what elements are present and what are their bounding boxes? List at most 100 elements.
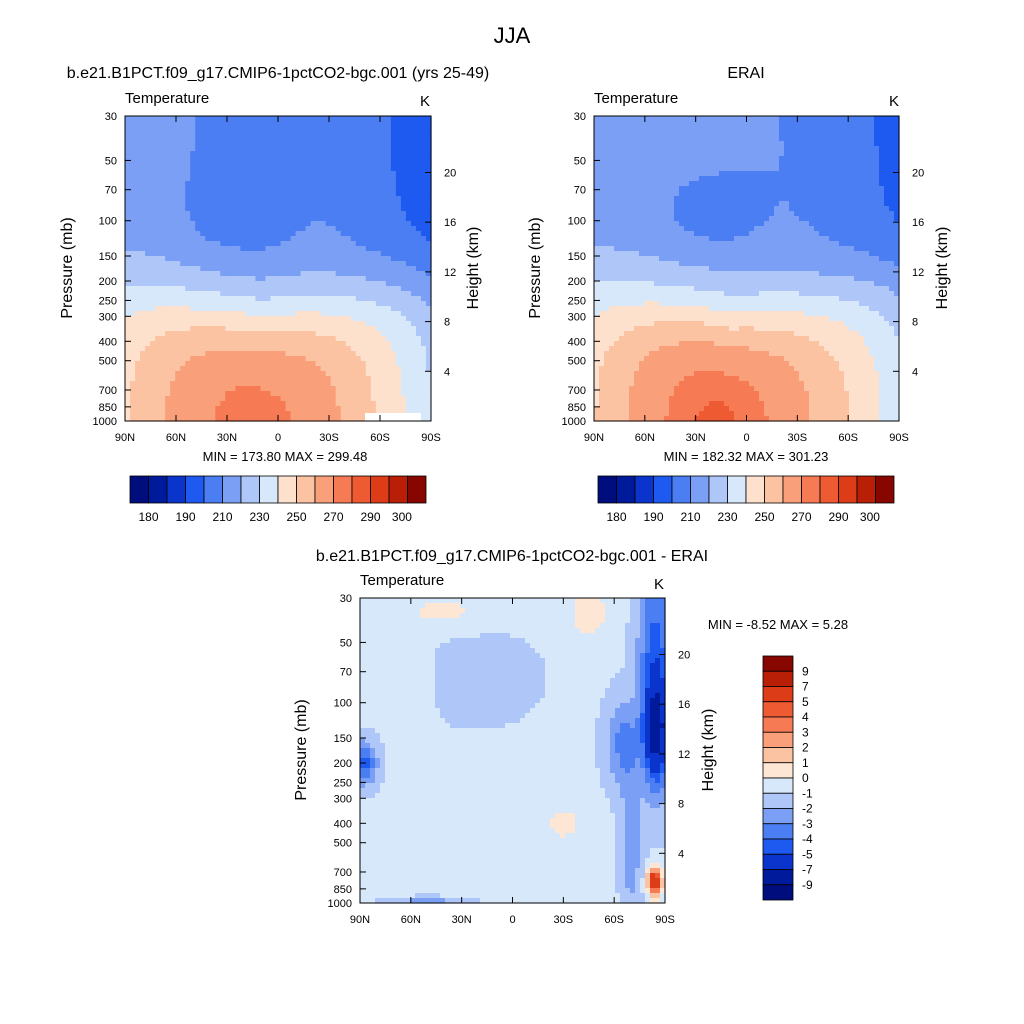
field-cell bbox=[714, 176, 720, 182]
field-cell bbox=[150, 311, 156, 317]
field-cell bbox=[839, 176, 845, 182]
field-cell bbox=[395, 381, 402, 387]
field-cell bbox=[355, 191, 362, 197]
field-cell bbox=[405, 196, 412, 202]
field-cell bbox=[145, 376, 151, 382]
field-cell bbox=[729, 121, 735, 127]
field-cell bbox=[644, 206, 650, 212]
field-cell bbox=[270, 151, 277, 157]
field-cell bbox=[724, 156, 730, 162]
field-cell bbox=[365, 261, 372, 267]
field-cell bbox=[155, 341, 161, 347]
field-cell bbox=[285, 271, 292, 277]
field-cell bbox=[325, 291, 332, 297]
field-cell bbox=[340, 136, 347, 142]
field-cell bbox=[390, 121, 397, 127]
field-cell bbox=[240, 286, 246, 292]
field-cell bbox=[200, 206, 206, 212]
field-cell bbox=[145, 251, 151, 257]
field-cell bbox=[345, 376, 352, 382]
field-cell bbox=[310, 161, 317, 167]
field-cell bbox=[150, 366, 156, 372]
field-cell bbox=[370, 316, 377, 322]
field-cell bbox=[280, 291, 287, 297]
field-cell bbox=[330, 176, 337, 182]
field-cell bbox=[330, 321, 337, 327]
field-cell bbox=[270, 226, 277, 232]
field-cell bbox=[884, 201, 890, 207]
field-cell bbox=[634, 171, 640, 177]
field-cell bbox=[265, 281, 272, 287]
field-cell bbox=[410, 301, 417, 307]
field-cell bbox=[225, 241, 231, 247]
field-cell bbox=[155, 126, 161, 132]
field-cell bbox=[415, 336, 422, 342]
field-cell bbox=[270, 286, 277, 292]
field-cell bbox=[310, 176, 317, 182]
field-cell bbox=[380, 366, 387, 372]
field-cell bbox=[155, 361, 161, 367]
field-cell bbox=[200, 346, 206, 352]
field-cell bbox=[405, 186, 412, 192]
field-cell bbox=[824, 166, 830, 172]
field-cell bbox=[794, 156, 800, 162]
field-cell bbox=[150, 396, 156, 402]
field-cell bbox=[285, 146, 292, 152]
field-cell bbox=[425, 221, 432, 227]
field-cell bbox=[150, 391, 156, 397]
field-cell bbox=[215, 376, 221, 382]
field-cell bbox=[270, 261, 277, 267]
field-cell bbox=[604, 201, 610, 207]
field-cell bbox=[350, 161, 357, 167]
field-cell bbox=[160, 391, 166, 397]
field-cell bbox=[320, 361, 327, 367]
field-cell bbox=[310, 191, 317, 197]
field-cell bbox=[305, 201, 312, 207]
field-cell bbox=[170, 371, 176, 377]
field-cell bbox=[799, 126, 805, 132]
field-cell bbox=[335, 171, 342, 177]
field-cell bbox=[130, 126, 136, 132]
field-cell bbox=[310, 241, 317, 247]
field-cell bbox=[245, 256, 252, 262]
field-cell bbox=[260, 386, 267, 392]
field-cell bbox=[400, 401, 407, 407]
field-cell bbox=[150, 221, 156, 227]
field-cell bbox=[689, 171, 695, 177]
field-cell bbox=[295, 381, 302, 387]
field-cell bbox=[210, 141, 216, 147]
field-cell bbox=[295, 321, 302, 327]
field-cell bbox=[180, 406, 186, 412]
field-cell bbox=[350, 191, 357, 197]
field-cell bbox=[884, 146, 890, 152]
field-cell bbox=[135, 131, 141, 137]
field-cell bbox=[245, 141, 252, 147]
field-cell bbox=[210, 341, 216, 347]
field-cell bbox=[664, 166, 670, 172]
field-cell bbox=[405, 231, 412, 237]
field-cell bbox=[305, 271, 312, 277]
field-cell bbox=[370, 366, 377, 372]
field-cell bbox=[355, 326, 362, 332]
field-cell bbox=[130, 206, 136, 212]
field-cell bbox=[125, 371, 131, 377]
field-cell bbox=[375, 326, 382, 332]
field-cell bbox=[290, 371, 297, 377]
field-cell bbox=[834, 196, 840, 202]
field-cell bbox=[405, 386, 412, 392]
colorbar-swatch bbox=[351, 475, 371, 504]
field-cell bbox=[370, 326, 377, 332]
field-cell bbox=[275, 281, 282, 287]
field-cell bbox=[415, 146, 422, 152]
field-cell bbox=[175, 121, 181, 127]
field-cell bbox=[300, 381, 307, 387]
field-cell bbox=[415, 236, 422, 242]
field-cell bbox=[225, 356, 231, 362]
field-cell bbox=[285, 181, 292, 187]
field-cell bbox=[350, 381, 357, 387]
field-cell bbox=[380, 286, 387, 292]
field-cell bbox=[130, 216, 136, 222]
field-cell bbox=[799, 121, 805, 127]
field-cell bbox=[300, 131, 307, 137]
field-cell bbox=[140, 386, 146, 392]
